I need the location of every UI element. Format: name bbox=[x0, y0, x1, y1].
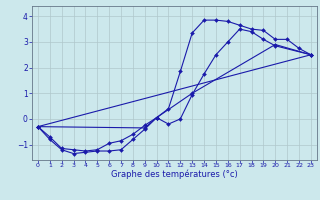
X-axis label: Graphe des températures (°c): Graphe des températures (°c) bbox=[111, 170, 238, 179]
